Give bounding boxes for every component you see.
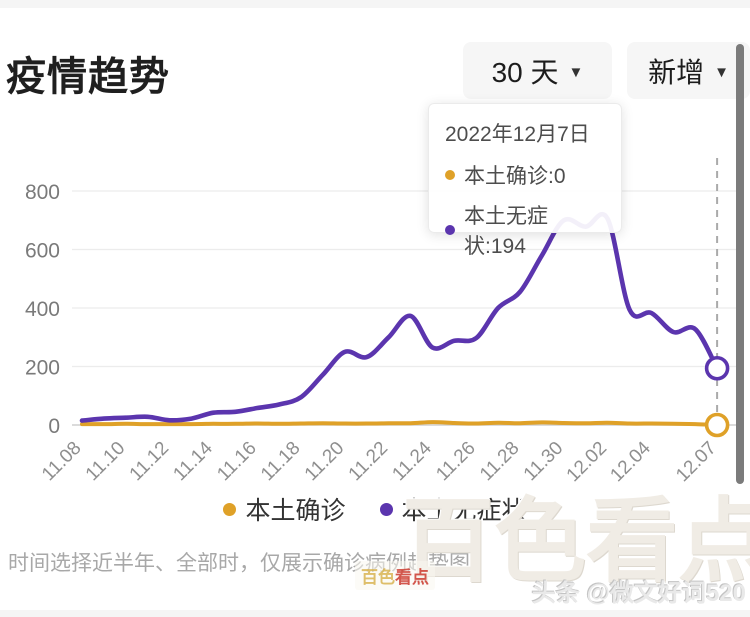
top-edge-strip xyxy=(0,0,750,8)
confirmed-dot-icon xyxy=(223,502,237,516)
x-axis-tick-label: 12.07 xyxy=(672,438,720,486)
x-axis-tick-label: 11.24 xyxy=(388,437,436,485)
y-axis-tick-label: 0 xyxy=(48,415,60,438)
legend-confirmed-label: 本土确诊 xyxy=(245,497,346,525)
confirmed-dot-icon xyxy=(445,170,455,180)
series-line-asymptomatic xyxy=(79,211,720,423)
page-title: 疫情趋势 xyxy=(6,55,170,99)
y-axis-tick-label: 800 xyxy=(25,181,60,204)
time-range-value: 30 天 xyxy=(491,56,559,88)
caret-down-icon: ▼ xyxy=(714,64,729,81)
metric-type-value: 新增 xyxy=(648,56,705,88)
y-axis-tick-label: 600 xyxy=(25,240,60,263)
chart-tooltip: 2022年12月7日 本土确诊:0 本土无症状:194 xyxy=(428,103,622,258)
legend-item-confirmed[interactable]: 本土确诊 xyxy=(223,491,346,527)
asymptomatic-dot-icon xyxy=(379,502,393,516)
chart-legend: 本土确诊 本土无症状 xyxy=(0,491,750,527)
x-axis-tick-label: 11.22 xyxy=(345,438,392,485)
x-axis-tick-label: 11.30 xyxy=(520,438,567,485)
x-axis-tick-label: 11.26 xyxy=(432,438,479,485)
metric-type-dropdown[interactable]: 新增 ▼ xyxy=(627,42,750,99)
y-axis-tick-label: 400 xyxy=(25,298,60,321)
time-range-dropdown[interactable]: 30 天 ▼ xyxy=(463,42,612,99)
highlighted-point-marker-asymptomatic[interactable] xyxy=(704,355,730,381)
y-axis-tick-label: 200 xyxy=(25,357,60,380)
x-axis-tick-label: 12.02 xyxy=(563,438,611,486)
x-axis-tick-label: 12.04 xyxy=(606,437,655,486)
tooltip-asymptomatic-text: 本土无症状:194 xyxy=(464,205,548,258)
series-line-confirmed xyxy=(80,420,720,427)
tooltip-row-confirmed: 本土确诊:0 xyxy=(445,160,607,190)
asymptomatic-dot-icon xyxy=(445,225,455,235)
x-axis-tick-label: 11.12 xyxy=(126,438,173,485)
legend-asymptomatic-label: 本土无症状 xyxy=(401,497,527,525)
x-axis-tick-label: 11.20 xyxy=(301,438,348,485)
tooltip-date: 2022年12月7日 xyxy=(445,123,590,146)
x-axis-tick-label: 11.28 xyxy=(476,438,523,485)
highlighted-point-marker-confirmed[interactable] xyxy=(704,412,730,438)
x-axis-tick-label: 11.14 xyxy=(169,437,217,485)
caret-down-icon: ▼ xyxy=(568,64,584,81)
x-axis-tick-label: 11.10 xyxy=(82,438,129,485)
x-axis-tick-label: 11.16 xyxy=(213,438,260,485)
chart-footnote: 时间选择近半年、全部时，仅展示确诊病例趋势图 xyxy=(8,552,470,575)
vertical-scrollbar-thumb[interactable] xyxy=(736,44,744,484)
tooltip-confirmed-text: 本土确诊:0 xyxy=(464,165,566,188)
x-axis-tick-label: 11.18 xyxy=(257,438,304,485)
bottom-edge-strip xyxy=(0,610,750,617)
tooltip-row-asymptomatic: 本土无症状:194 xyxy=(445,200,607,260)
x-axis-tick-label: 11.08 xyxy=(38,438,85,485)
legend-item-asymptomatic[interactable]: 本土无症状 xyxy=(379,491,527,527)
